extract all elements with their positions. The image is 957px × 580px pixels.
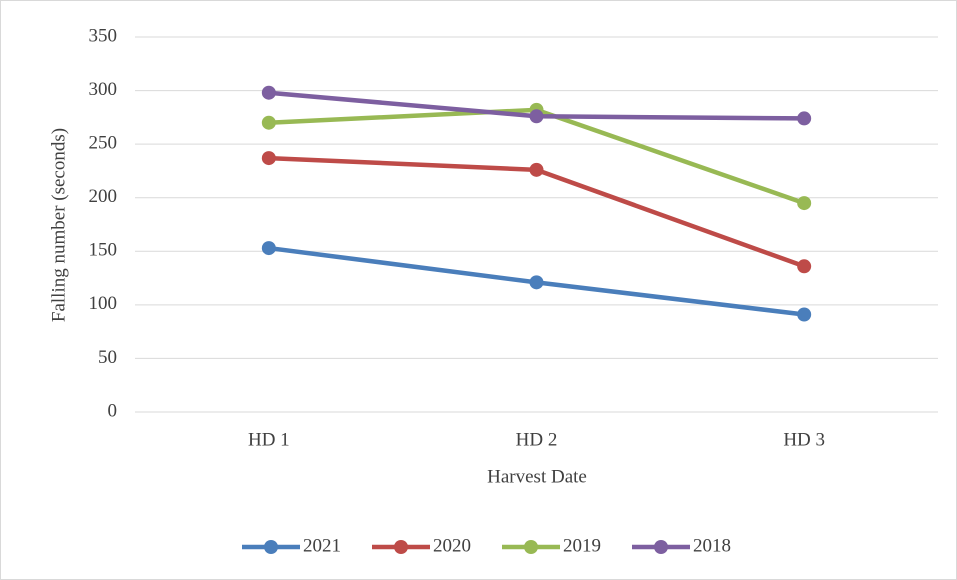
legend-marker [394,540,408,554]
legend-marker [654,540,668,554]
y-tick-label: 0 [108,400,118,421]
legend-marker [264,540,278,554]
y-tick-label: 100 [89,293,118,314]
point [529,162,544,177]
point [261,151,276,166]
legend-marker [524,540,538,554]
x-axis-label: Harvest Date [487,466,587,487]
legend-label: 2020 [433,535,471,556]
y-tick-label: 50 [98,347,117,368]
legend-label: 2019 [563,535,601,556]
point [797,307,812,322]
y-tick-label: 250 [89,133,118,154]
x-tick-label: HD 3 [783,429,825,450]
x-tick-label: HD 2 [516,429,558,450]
y-axis-label: Falling number (seconds) [48,128,69,322]
point [797,259,812,274]
point [261,85,276,100]
y-tick-label: 300 [89,79,118,100]
y-tick-label: 150 [89,240,118,261]
legend-label: 2018 [693,535,731,556]
point [797,196,812,211]
y-tick-label: 200 [89,186,118,207]
legend-label: 2021 [303,535,341,556]
point [529,109,544,124]
point [529,275,544,290]
x-tick-label: HD 1 [248,429,290,450]
point [797,111,812,126]
y-tick-label: 350 [89,25,118,46]
point [261,115,276,130]
point [261,241,276,256]
